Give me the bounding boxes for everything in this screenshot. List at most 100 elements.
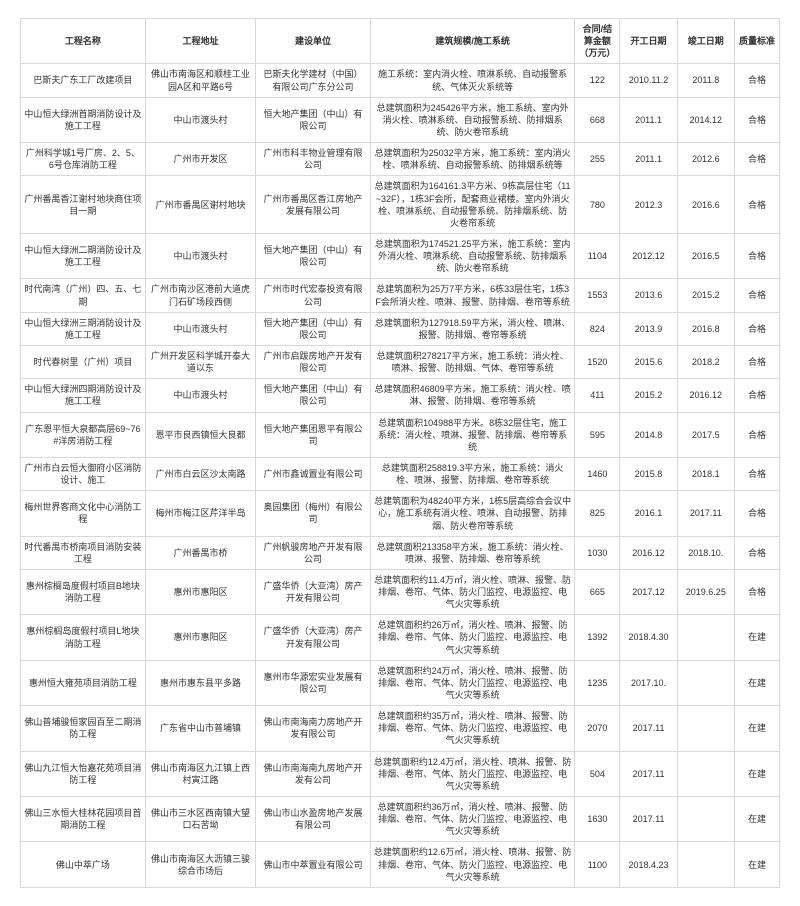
cell: 惠州恒大雍苑项目消防工程: [21, 660, 146, 705]
cell: 2014.12: [677, 97, 734, 142]
cell: 佛山市中萃置业有限公司: [256, 842, 371, 887]
cell: 780: [575, 176, 620, 234]
table-header: 工程名称工程地址建设单位建筑规模/施工系统合同/结算金额（万元）开工日期竣工日期…: [21, 19, 780, 64]
cell: 2018.10.: [677, 536, 734, 569]
cell: 时代春树里（广州）项目: [21, 345, 146, 378]
cell: 恒大地产集团（中山）有限公司: [256, 97, 371, 142]
cell: 奥园集团（梅州）有限公司: [256, 491, 371, 536]
col-header-5: 开工日期: [620, 19, 677, 64]
cell: 合格: [734, 536, 779, 569]
cell: 2017.11: [677, 491, 734, 536]
cell: 广州番禺香江谢村地块商住项目一期: [21, 176, 146, 234]
table-row: 时代南湾（广州）四、五、七期广州市南沙区港前大道虎门石矿场段西侧广州市时代宏泰投…: [21, 279, 780, 312]
cell: 惠州棕榈岛度假村项目L地块消防工程: [21, 615, 146, 660]
cell: 1100: [575, 842, 620, 887]
cell: 佛山市山水盈房地产发展有限公司: [256, 797, 371, 842]
cell: 825: [575, 491, 620, 536]
cell: 总建筑面积约26万㎡，消火栓、喷淋、报警、防排烟、卷帘、气体、防火门监控、电源监…: [370, 615, 575, 660]
cell: 恒大地产集团恩平有限公司: [256, 412, 371, 457]
cell: 广州科学城1号厂房、2、5、6号仓库消防工程: [21, 143, 146, 176]
table-row: 广州科学城1号厂房、2、5、6号仓库消防工程广州市开发区广州市科丰物业管理有限公…: [21, 143, 780, 176]
cell: 合格: [734, 279, 779, 312]
cell: 时代番禺市桥南项目消防安装工程: [21, 536, 146, 569]
cell: 惠州市惠阳区: [145, 615, 255, 660]
cell: 411: [575, 379, 620, 412]
cell: 1392: [575, 615, 620, 660]
cell: 佛山市南海南力房地产开发有限公司: [256, 706, 371, 751]
cell: 2018.1: [677, 457, 734, 490]
cell: 中山恒大绿洲首期消防设计及施工工程: [21, 97, 146, 142]
cell: 合格: [734, 97, 779, 142]
cell: 1235: [575, 660, 620, 705]
cell: 2016.8: [677, 312, 734, 345]
cell: 2017.5: [677, 412, 734, 457]
cell: 合格: [734, 176, 779, 234]
cell: 2016.12: [620, 536, 677, 569]
cell: 佛山三水恒大桂林花园项目首期消防工程: [21, 797, 146, 842]
cell: 1553: [575, 279, 620, 312]
cell: 佛山市南海区大沥镇三骏综合市场后: [145, 842, 255, 887]
cell: 2011.8: [677, 64, 734, 97]
table-row: 中山恒大绿洲三期消防设计及施工工程中山市渡头村恒大地产集团（中山）有限公司总建筑…: [21, 312, 780, 345]
cell: 2011.1: [620, 143, 677, 176]
cell: 佛山市三水区西南镇大望口石苦坳: [145, 797, 255, 842]
table-row: 广州市白云恒大御府小区消防设计、施工广州市白云区沙太南路广州市鑫诚置业有限公司总…: [21, 457, 780, 490]
col-header-2: 建设单位: [256, 19, 371, 64]
col-header-4: 合同/结算金额（万元）: [575, 19, 620, 64]
cell: 合格: [734, 143, 779, 176]
cell: 中山恒大绿洲三期消防设计及施工工程: [21, 312, 146, 345]
cell: 总建筑面积213358平方米，施工系统：消火栓、喷淋、报警、防排烟、卷帘等系统: [370, 536, 575, 569]
cell: 中山市渡头村: [145, 379, 255, 412]
cell: 惠州市华源宏实业发展有限公司: [256, 660, 371, 705]
cell: 广州市启跋房地产开发有限公司: [256, 345, 371, 378]
table-row: 梅州世界客商文化中心消防工程梅州市梅江区芹洋半岛奥园集团（梅州）有限公司总建筑面…: [21, 491, 780, 536]
cell: 504: [575, 751, 620, 796]
cell: 2019.6.25: [677, 569, 734, 614]
cell: 广州市开发区: [145, 143, 255, 176]
cell: 广州市南沙区港前大道虎门石矿场段西侧: [145, 279, 255, 312]
cell: 广州市时代宏泰投资有限公司: [256, 279, 371, 312]
cell: 中山恒大绿洲四期消防设计及施工工程: [21, 379, 146, 412]
cell: 广州市白云区沙太南路: [145, 457, 255, 490]
cell: 中山市渡头村: [145, 312, 255, 345]
cell: 2015.8: [620, 457, 677, 490]
table-row: 中山恒大绿洲四期消防设计及施工工程中山市渡头村恒大地产集团（中山）有限公司总建筑…: [21, 379, 780, 412]
table-row: 广东恩平恒大泉都高层69~76#洋房消防工程恩平市良西镇恒大良都恒大地产集团恩平…: [21, 412, 780, 457]
cell: 2016.12: [677, 379, 734, 412]
cell: 广东省中山市普埔镇: [145, 706, 255, 751]
cell: 梅州市梅江区芹洋半岛: [145, 491, 255, 536]
table-row: 惠州恒大雍苑项目消防工程惠州市惠东县平多路惠州市华源宏实业发展有限公司总建筑面积…: [21, 660, 780, 705]
cell: 在建: [734, 751, 779, 796]
cell: 总建筑面积约36万㎡，消火栓、喷淋、报警、防排烟、卷帘、气体、防火门监控、电源监…: [370, 797, 575, 842]
cell: 在建: [734, 842, 779, 887]
cell: 中山市渡头村: [145, 233, 255, 278]
cell: [677, 842, 734, 887]
cell: 合格: [734, 345, 779, 378]
cell: 2012.6: [677, 143, 734, 176]
table-row: 巴斯夫广东工厂改建项目佛山市南海区和顺桂工业园A区和平路6号巴斯夫化学建材（中国…: [21, 64, 780, 97]
col-header-6: 竣工日期: [677, 19, 734, 64]
cell: 巴斯夫广东工厂改建项目: [21, 64, 146, 97]
table-row: 中山恒大绿洲二期消防设计及施工工程中山市渡头村恒大地产集团（中山）有限公司总建筑…: [21, 233, 780, 278]
cell: 2070: [575, 706, 620, 751]
cell: 施工系统：室内消火栓、喷淋系统、自动报警系统、气体灭火系统等: [370, 64, 575, 97]
cell: 在建: [734, 660, 779, 705]
cell: 总建筑面积278217平方米，施工系统：消火栓、喷淋、报警、防排烟、气体、卷帘等…: [370, 345, 575, 378]
cell: 665: [575, 569, 620, 614]
col-header-1: 工程地址: [145, 19, 255, 64]
cell: 中山市渡头村: [145, 97, 255, 142]
projects-table: 工程名称工程地址建设单位建筑规模/施工系统合同/结算金额（万元）开工日期竣工日期…: [20, 18, 780, 888]
table-row: 广州番禺香江谢村地块商住项目一期广州市番禺区谢村地块广州市番禺区香江房地产发展有…: [21, 176, 780, 234]
col-header-0: 工程名称: [21, 19, 146, 64]
cell: 恒大地产集团（中山）有限公司: [256, 312, 371, 345]
table-body: 巴斯夫广东工厂改建项目佛山市南海区和顺桂工业园A区和平路6号巴斯夫化学建材（中国…: [21, 64, 780, 887]
col-header-3: 建筑规模/施工系统: [370, 19, 575, 64]
cell: 1030: [575, 536, 620, 569]
cell: 广州帆骏房地产开发有限公司: [256, 536, 371, 569]
cell: 惠州市惠阳区: [145, 569, 255, 614]
cell: 总建筑面积258819.3平方米，施工系统：消火栓、喷淋、报警、防排烟、卷帘等系…: [370, 457, 575, 490]
cell: 2010.11.2: [620, 64, 677, 97]
cell: 2018.2: [677, 345, 734, 378]
cell: 1520: [575, 345, 620, 378]
cell: 总建筑面积约24万㎡，消火栓、喷淋、报警、防排烟、卷帘、气体、防火门监控、电源监…: [370, 660, 575, 705]
